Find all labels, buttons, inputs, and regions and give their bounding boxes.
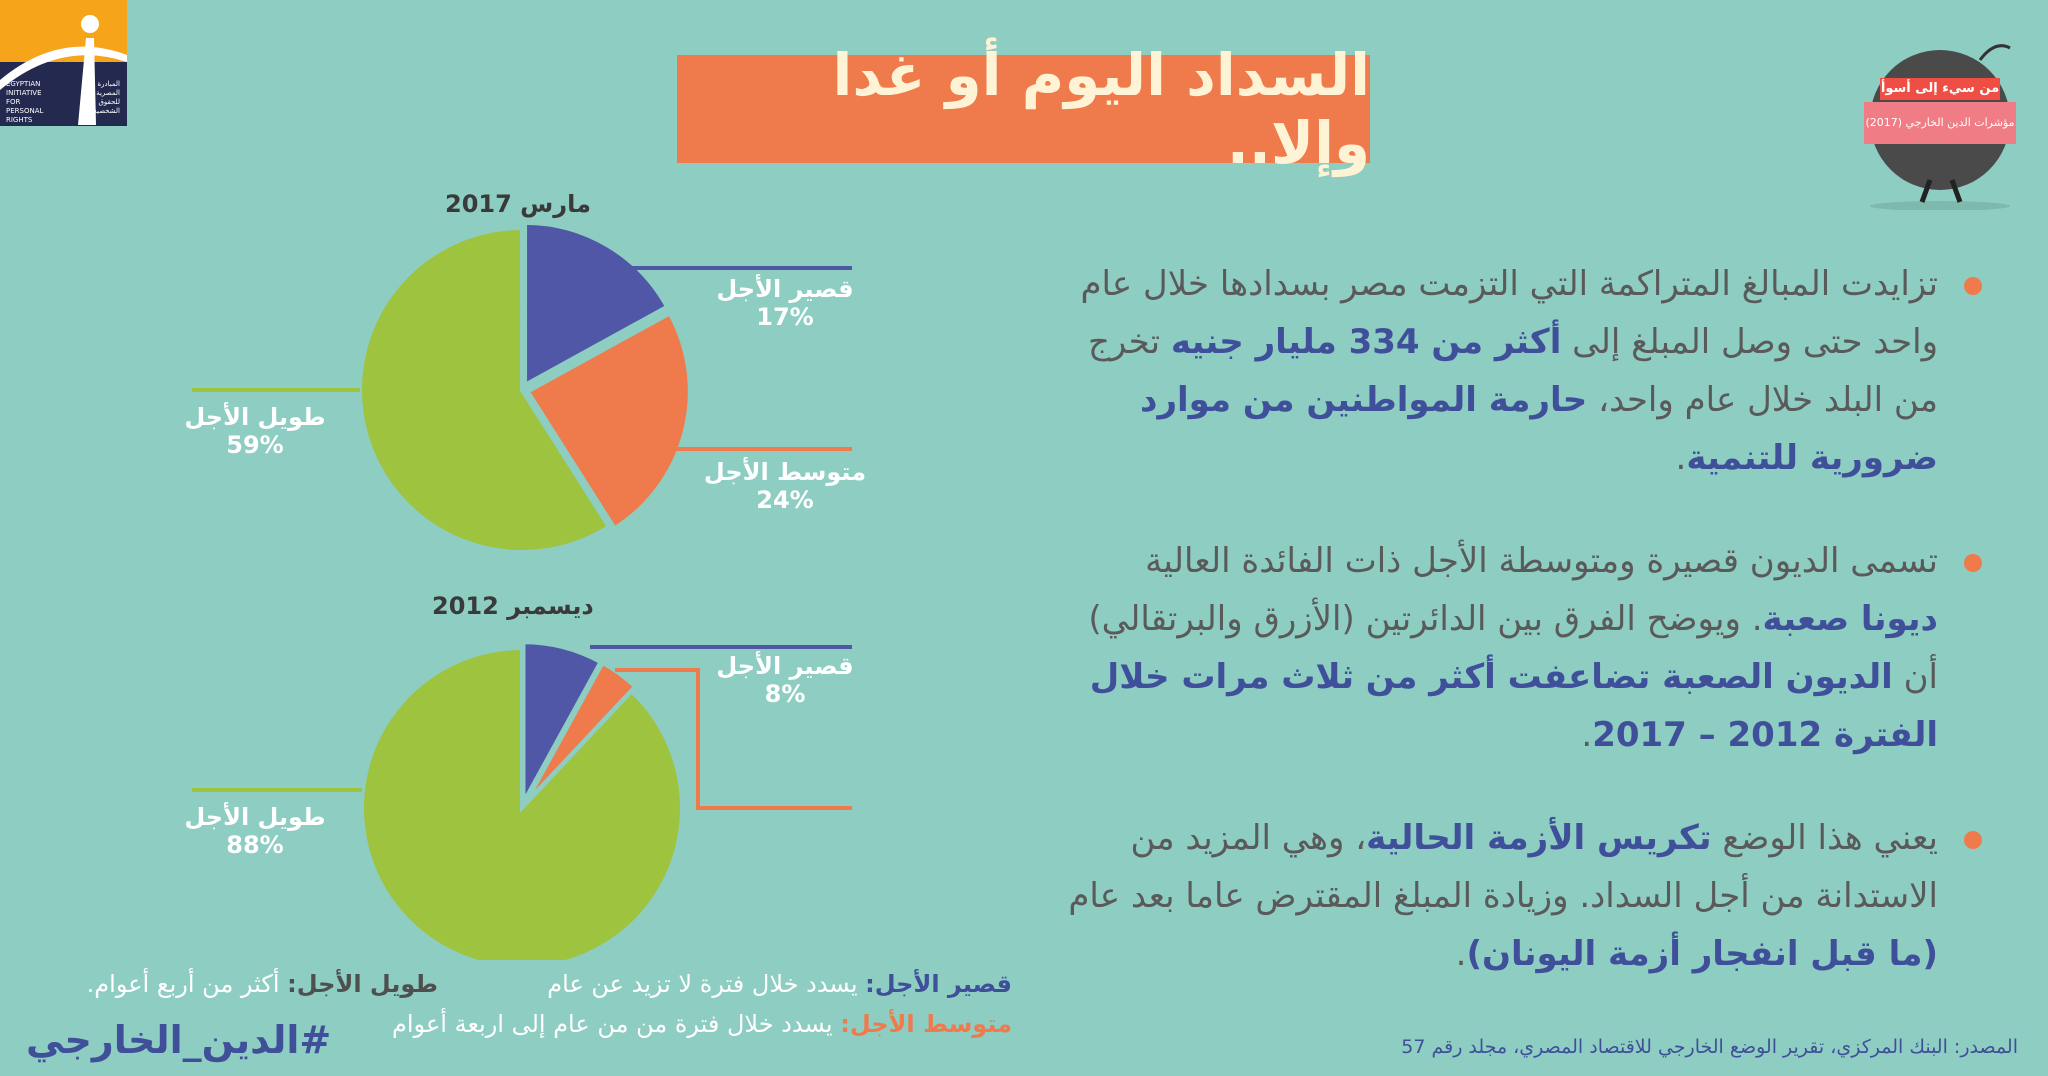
bullet-3-part-1: يعني هذا الوضع	[1711, 818, 1938, 858]
page-title: السداد اليوم أو غدا وإلا..	[832, 41, 1370, 177]
eipr-logo: EGYPTIAN INITIATIVE FOR PERSONAL RIGHTS …	[0, 0, 127, 126]
legend-short-desc: يسدد خلال فترة لا تزيد عن عام	[547, 970, 866, 998]
badge-line2: مؤشرات الدين الخارجي (2017)	[1864, 102, 2016, 144]
bullet-1-part-2: أكثر من 334 مليار جنيه	[1170, 322, 1562, 362]
label-long-2012: طويل الأجل 88%	[180, 803, 330, 859]
bullet-2-part-4: الديون الصعبة تضاعفت أكثر من ثلاث مرات خ…	[1089, 657, 1938, 755]
label-long-2012-name: طويل الأجل	[184, 803, 326, 831]
label-long-2017-pct: 59%	[226, 431, 284, 459]
label-short-2012: قصير الأجل 8%	[710, 652, 860, 708]
bullet-dot-icon	[1964, 277, 1982, 295]
legend-medium-key: متوسط الأجل:	[840, 1010, 1012, 1038]
chart-title-2017: مارس 2017	[445, 190, 591, 218]
legend-medium-desc: يسدد خلال فترة من من عام إلى اربعة أعوام	[392, 1010, 841, 1038]
bullet-item-1: تزايدت المبالغ المتراكمة التي التزمت مصر…	[1068, 255, 1988, 487]
bullet-list: تزايدت المبالغ المتراكمة التي التزمت مصر…	[1068, 255, 1988, 1028]
badge-line1: من سيء إلى أسوأ	[1880, 78, 2000, 100]
pie-slice-long-2017	[358, 225, 612, 554]
label-long-2017: طويل الأجل 59%	[180, 403, 330, 459]
bullet-3-part-2: تكريس الأزمة الحالية	[1366, 818, 1712, 858]
legend-long-desc: أكثر من أربع أعوام.	[86, 970, 288, 998]
bullet-dot-icon	[1964, 831, 1982, 849]
bullet-2-part-1: تسمى الديون قصيرة ومتوسطة الأجل ذات الفا…	[1145, 541, 1938, 581]
label-short-2017-pct: 17%	[756, 303, 814, 331]
bullet-3-part-5: .	[1455, 934, 1467, 974]
pie-slice-medium-2012	[523, 660, 638, 805]
logo-road-icon	[0, 15, 127, 125]
charts-area	[192, 220, 852, 960]
bullet-3-part-3: ، وهي المزيد من الاستدانة من أجل السداد.…	[1068, 818, 1938, 916]
bullet-1-part-3: تخرج من البلد خلال عام واحد،	[1087, 322, 1938, 420]
pie-slice-short-2012	[521, 640, 604, 804]
pie-slice-long-2012	[360, 645, 684, 960]
pie-chart-2012	[360, 640, 684, 960]
bullet-1-part-1: تزايدت المبالغ المتراكمة التي التزمت مصر…	[1080, 264, 1939, 362]
title-box: السداد اليوم أو غدا وإلا..	[677, 41, 1370, 177]
chart-title-2012: ديسمبر 2012	[432, 592, 594, 620]
legend-medium: متوسط الأجل: يسدد خلال فترة من من عام إل…	[392, 1010, 1012, 1038]
label-long-2012-pct: 88%	[226, 831, 284, 859]
pie-slice-medium-2017	[524, 310, 692, 532]
bullet-1-part-4: حارمة المواطنين من موارد ضرورية للتنمية	[1140, 380, 1938, 478]
pie-chart-2017	[358, 220, 692, 554]
label-medium-2017: متوسط الأجل 24%	[700, 458, 870, 514]
bullet-dot-icon	[1964, 554, 1982, 572]
bullet-1-part-5: .	[1675, 438, 1687, 478]
legend-long: طويل الأجل: أكثر من أربع أعوام.	[87, 970, 438, 998]
logo-text-en: EGYPTIAN INITIATIVE FOR PERSONAL RIGHTS	[6, 80, 44, 124]
bullet-2-part-3: . ويوضح الفرق بين الدائرتين (الأزرق والب…	[1088, 599, 1938, 697]
legend-short-key: قصير الأجل:	[865, 970, 1012, 998]
bullet-3-part-4: (ما قبل انفجار أزمة اليونان)	[1466, 934, 1938, 974]
hashtag: #الدين_الخارجي	[26, 1018, 332, 1062]
bullet-2-part-2: ديونا صعبة	[1762, 599, 1938, 639]
report-badge: من سيء إلى أسوأ مؤشرات الدين الخارجي (20…	[1860, 30, 2020, 210]
bullet-item-3: يعني هذا الوضع تكريس الأزمة الحالية، وهي…	[1068, 809, 1988, 983]
bullet-2-part-5: .	[1581, 715, 1593, 755]
label-leader-lines	[192, 266, 852, 810]
legend-long-key: طويل الأجل:	[287, 970, 438, 998]
bullet-item-2: تسمى الديون قصيرة ومتوسطة الأجل ذات الفا…	[1068, 532, 1988, 764]
label-long-2017-name: طويل الأجل	[184, 403, 326, 431]
label-short-2012-name: قصير الأجل	[716, 652, 854, 680]
label-short-2017: قصير الأجل 17%	[710, 275, 860, 331]
label-short-2012-pct: 8%	[764, 680, 806, 708]
label-medium-2017-pct: 24%	[756, 486, 814, 514]
label-short-2017-name: قصير الأجل	[716, 275, 854, 303]
source-note: المصدر: البنك المركزي، تقرير الوضع الخار…	[1401, 1036, 2018, 1058]
leader-medium-2012	[615, 668, 852, 810]
legend-short: قصير الأجل: يسدد خلال فترة لا تزيد عن عا…	[547, 970, 1012, 998]
pie-slice-short-2017	[523, 220, 670, 389]
label-medium-2017-name: متوسط الأجل	[703, 458, 867, 486]
logo-text-ar: المبادرة المصرية للحقوق الشخصية	[93, 80, 120, 115]
